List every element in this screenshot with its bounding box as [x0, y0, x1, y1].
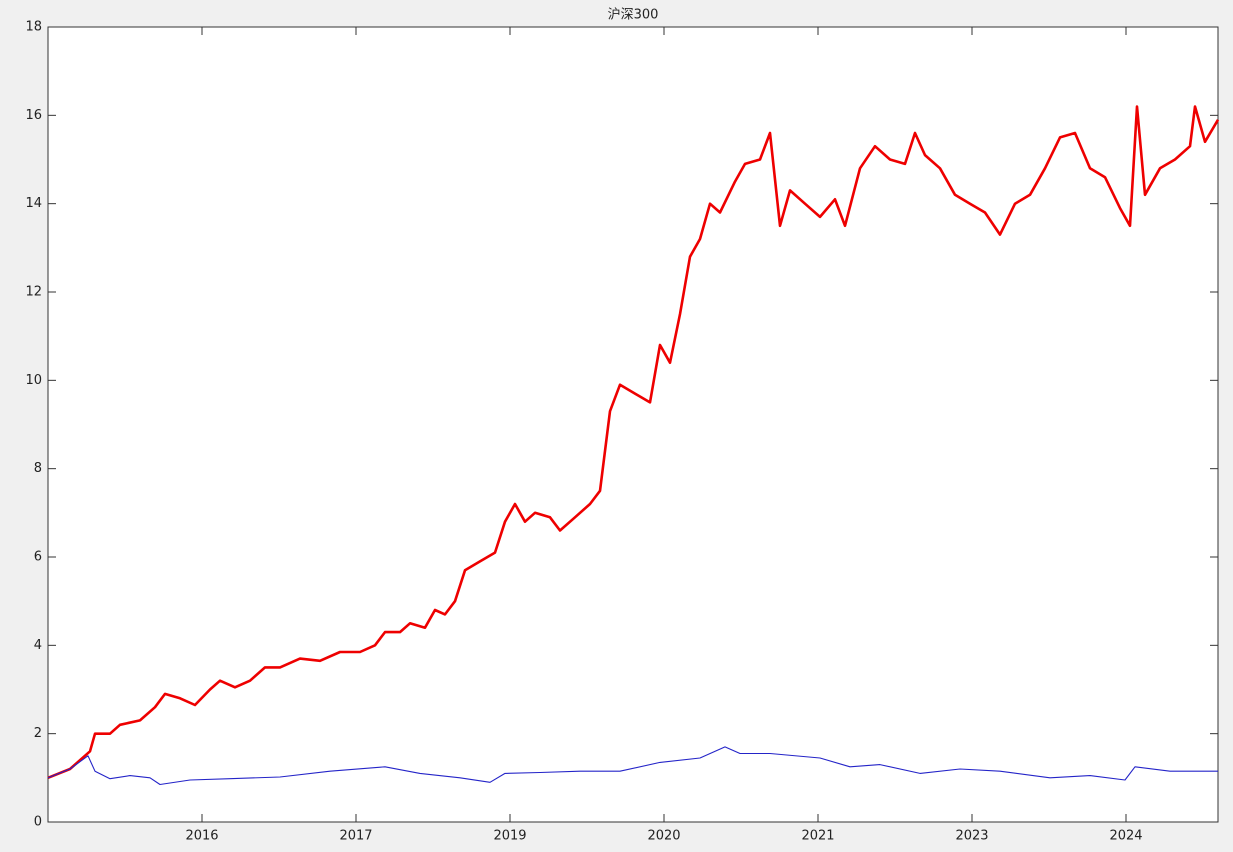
x-tick-label: 2020 [647, 829, 680, 844]
y-tick-label: 4 [34, 638, 42, 653]
data-line [47, 105, 1220, 780]
y-tick-label: 8 [34, 461, 42, 476]
y-tick-label: 12 [25, 285, 42, 300]
data-line [47, 746, 1218, 786]
y-tick-label: 2 [34, 726, 42, 741]
y-tick-label: 10 [25, 373, 42, 388]
y-tick-label: 14 [25, 196, 42, 211]
y-tick-label: 0 [34, 815, 42, 830]
y-tick-label: 18 [25, 20, 42, 35]
x-tick-label: 2019 [493, 829, 526, 844]
y-tick-label: 16 [25, 108, 42, 123]
x-tick-label: 2016 [185, 829, 218, 844]
x-tick-label: 2017 [339, 829, 372, 844]
y-tick-label: 6 [34, 550, 42, 565]
x-tick-label: 2024 [1109, 829, 1142, 844]
x-tick-label: 2021 [801, 829, 834, 844]
plot-area [47, 26, 1219, 823]
x-tick-label: 2023 [955, 829, 988, 844]
chart-title: 沪深300 [608, 7, 659, 23]
